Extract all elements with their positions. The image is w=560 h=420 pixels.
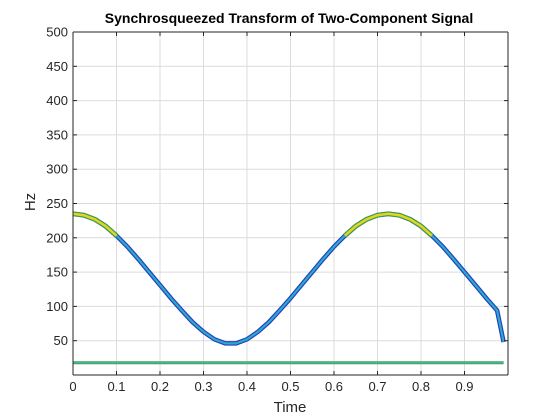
grid [73, 32, 508, 375]
x-tick-label: 0.6 [325, 379, 343, 394]
y-tick-label: 50 [54, 333, 68, 348]
y-tick-label: 400 [46, 93, 68, 108]
y-tick-label: 350 [46, 127, 68, 142]
y-tick-label: 500 [46, 25, 68, 40]
y-axis-label: Hz [22, 193, 39, 211]
x-tick-label: 0 [69, 379, 76, 394]
plot-area [72, 211, 506, 365]
series-chirp-peak [344, 212, 433, 237]
x-tick-label: 0.2 [151, 379, 169, 394]
x-tick-label: 0.5 [281, 379, 299, 394]
axes: 0 0.1 0.2 0.3 0.4 0.5 0.6 0.7 0.8 0.9 50 100 150 200 2… [46, 25, 509, 394]
x-tick-label: 0.4 [238, 379, 256, 394]
chart-title: Synchrosqueezed Transform of Two-Compone… [105, 10, 473, 26]
series-chirp-peak [72, 212, 118, 237]
y-tick-label: 450 [46, 59, 68, 74]
series-chirp-line [72, 212, 505, 345]
y-tick-label: 300 [46, 162, 68, 177]
y-tick-label: 100 [46, 299, 68, 314]
x-tick-label: 0.9 [455, 379, 473, 394]
x-axis-label: Time [274, 399, 307, 416]
y-tick-label: 250 [46, 196, 68, 211]
x-tick-label: 0.7 [368, 379, 386, 394]
y-tick-label: 200 [46, 230, 68, 245]
x-tick-label: 0.8 [412, 379, 430, 394]
x-tick-label: 0.1 [107, 379, 125, 394]
x-tick-label: 0.3 [194, 379, 212, 394]
y-tick-label: 150 [46, 265, 68, 280]
